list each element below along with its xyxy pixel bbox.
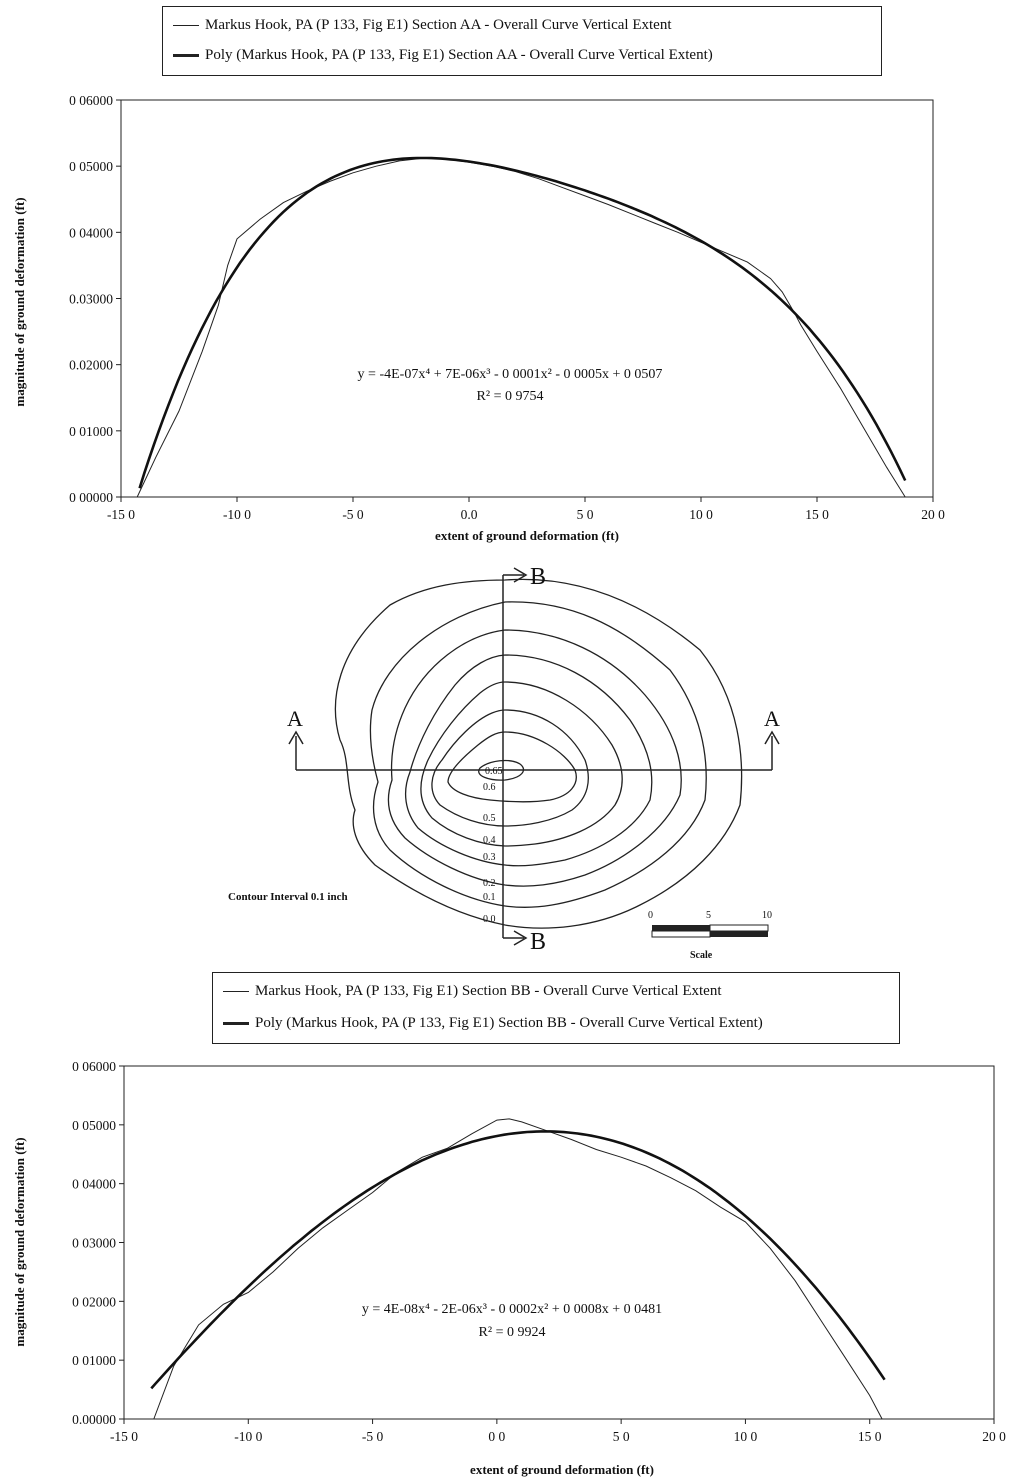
- chart2-equation: y = 4E-08x⁴ - 2E-06x³ - 0 0002x² + 0 000…: [362, 1302, 662, 1317]
- contour-lines: [334, 578, 743, 929]
- contour-line-0.5: [431, 709, 589, 827]
- section-label-a-right: A: [764, 706, 780, 731]
- c1-y-tick-label: 0.02000: [69, 358, 113, 373]
- contour-label-0.4: 0.4: [483, 835, 496, 846]
- contour-value-labels: 0.65 0.6 0.5 0.4 0.3 0.2 0.1 0.0: [483, 766, 503, 925]
- section-arrow-left-icon: [288, 730, 304, 745]
- chart1-legend: Markus Hook, PA (P 133, Fig E1) Section …: [162, 6, 882, 76]
- contour-line-0.4: [420, 681, 623, 847]
- scale-label: Scale: [690, 950, 713, 961]
- thin-line-swatch-icon: [223, 990, 249, 992]
- contour-line-0.1: [369, 601, 707, 908]
- c2-x-tick-label: 20 0: [982, 1429, 1006, 1444]
- chart2-r-squared: R² = 0 9924: [479, 1325, 546, 1340]
- c1-x-tick-label: 10 0: [689, 507, 713, 522]
- contour-line-0.0: [334, 578, 743, 929]
- chart1-plot-area: [120, 99, 934, 498]
- c2-x-tick-label: -15 0: [110, 1429, 138, 1444]
- c1-x-tick-label: -5 0: [342, 507, 364, 522]
- scale-bar-light-right: [709, 924, 769, 932]
- c2-x-tick-label: -5 0: [362, 1429, 384, 1444]
- c2-y-tick-label: 0 05000: [72, 1118, 116, 1133]
- c1-x-tick-label: 15 0: [805, 507, 829, 522]
- c1-x-tick-label: -15 0: [107, 507, 135, 522]
- c1-x-tick-label: 0.0: [461, 507, 478, 522]
- section-label-b-bottom: B: [530, 929, 546, 955]
- scale-tick-0: 0: [648, 910, 653, 921]
- c2-x-tick-label: 10 0: [734, 1429, 758, 1444]
- contour-label-0.1: 0.1: [483, 892, 496, 903]
- scale-tick-10: 10: [762, 910, 772, 921]
- chart2-legend: Markus Hook, PA (P 133, Fig E1) Section …: [212, 972, 900, 1044]
- chart1-legend-entry-poly: Poly (Markus Hook, PA (P 133, Fig E1) Se…: [173, 45, 713, 65]
- section-label-b-top: B: [530, 564, 546, 590]
- chart1-series-poly: [138, 156, 907, 489]
- section-arrow-top-icon: [513, 567, 528, 583]
- c1-y-tick-label: 0.03000: [69, 292, 113, 307]
- chart2-plot: 0.00000 0 01000 0 02000 0 03000 0 04000 0 050…: [12, 1059, 1006, 1477]
- chart1-y-axis-title: magnitude of ground deformation (ft): [12, 197, 27, 406]
- chart2-y-axis-title: magnitude of ground deformation (ft): [12, 1137, 27, 1346]
- chart1-plot: 0 00000 0 01000 0.02000 0.03000 0 04000 0 050…: [12, 93, 945, 543]
- contour-label-0.0: 0.0: [483, 914, 496, 925]
- contour-label-0.2: 0.2: [483, 878, 496, 889]
- thin-line-swatch-icon: [173, 24, 199, 26]
- c2-x-tick-label: 5 0: [613, 1429, 630, 1444]
- scale-bar-dark-left: [652, 925, 710, 931]
- chart2-plot-area: [123, 1065, 995, 1420]
- c2-y-tick-label: 0 06000: [72, 1059, 116, 1074]
- c1-y-tick-label: 0 05000: [69, 159, 113, 174]
- c1-y-tick-label: 0 00000: [69, 490, 113, 505]
- c1-y-tick-label: 0 04000: [69, 225, 113, 240]
- contour-line-0.3: [404, 654, 653, 867]
- scale-bar: 0 5 10 Scale: [648, 910, 772, 961]
- chart1-x-axis-title: extent of ground deformation (ft): [435, 528, 619, 543]
- c2-x-tick-label: 0 0: [488, 1429, 505, 1444]
- scale-tick-5: 5: [706, 910, 711, 921]
- contour-line-center: [478, 759, 525, 781]
- contour-center-label: 0.65: [485, 766, 503, 777]
- c1-y-tick-label: 0 06000: [69, 93, 113, 108]
- c1-x-tick-label: -10 0: [223, 507, 251, 522]
- thick-line-swatch-icon: [173, 53, 199, 57]
- contour-line-0.6: [447, 731, 577, 803]
- chart1-r-squared: R² = 0 9754: [477, 389, 544, 404]
- chart2-legend-label-raw: Markus Hook, PA (P 133, Fig E1) Section …: [255, 982, 722, 999]
- c2-y-tick-label: 0.00000: [72, 1412, 116, 1427]
- contour-label-0.5: 0.5: [483, 813, 496, 824]
- chart1-series-raw: [136, 157, 906, 498]
- c2-y-tick-label: 0 04000: [72, 1177, 116, 1192]
- section-label-a-left: A: [287, 706, 303, 731]
- chart2-legend-entry-poly: Poly (Markus Hook, PA (P 133, Fig E1) Se…: [223, 1013, 763, 1033]
- contour-label-0.6: 0.6: [483, 782, 496, 793]
- c1-y-tick-label: 0 01000: [69, 424, 113, 439]
- c2-y-tick-label: 0 01000: [72, 1353, 116, 1368]
- c2-x-tick-label: 15 0: [858, 1429, 882, 1444]
- c1-x-tick-label: 20 0: [921, 507, 945, 522]
- chart2-series-poly: [150, 1130, 886, 1390]
- chart2-series-raw: [153, 1118, 883, 1420]
- chart2-legend-label-poly: Poly (Markus Hook, PA (P 133, Fig E1) Se…: [255, 1014, 763, 1031]
- contour-interval-note: Contour Interval 0.1 inch: [228, 891, 348, 903]
- chart2-legend-entry-raw: Markus Hook, PA (P 133, Fig E1) Section …: [223, 981, 722, 1001]
- contour-diagram: B B A A 0.65 0.6 0.5 0.4 0.3 0.2 0.1 0.0…: [228, 564, 780, 961]
- section-arrow-right-icon: [764, 730, 780, 745]
- scale-bar-light-left: [651, 930, 711, 938]
- chart1-equation: y = -4E-07x⁴ + 7E-06x³ - 0 0001x² - 0 00…: [358, 367, 663, 382]
- section-arrow-bottom-icon: [513, 930, 528, 946]
- c1-x-tick-label: 5 0: [577, 507, 594, 522]
- thick-line-swatch-icon: [223, 1021, 249, 1025]
- c2-x-tick-label: -10 0: [234, 1429, 262, 1444]
- chart1-legend-entry-raw: Markus Hook, PA (P 133, Fig E1) Section …: [173, 15, 672, 35]
- chart1-legend-label-raw: Markus Hook, PA (P 133, Fig E1) Section …: [205, 16, 672, 33]
- scale-bar-dark-right: [710, 931, 768, 937]
- chart2-x-axis-title: extent of ground deformation (ft): [470, 1462, 654, 1477]
- contour-label-0.3: 0.3: [483, 852, 496, 863]
- contour-line-0.2: [387, 629, 682, 887]
- c2-y-tick-label: 0 02000: [72, 1294, 116, 1309]
- chart1-legend-label-poly: Poly (Markus Hook, PA (P 133, Fig E1) Se…: [205, 46, 713, 63]
- c2-y-tick-label: 0 03000: [72, 1236, 116, 1251]
